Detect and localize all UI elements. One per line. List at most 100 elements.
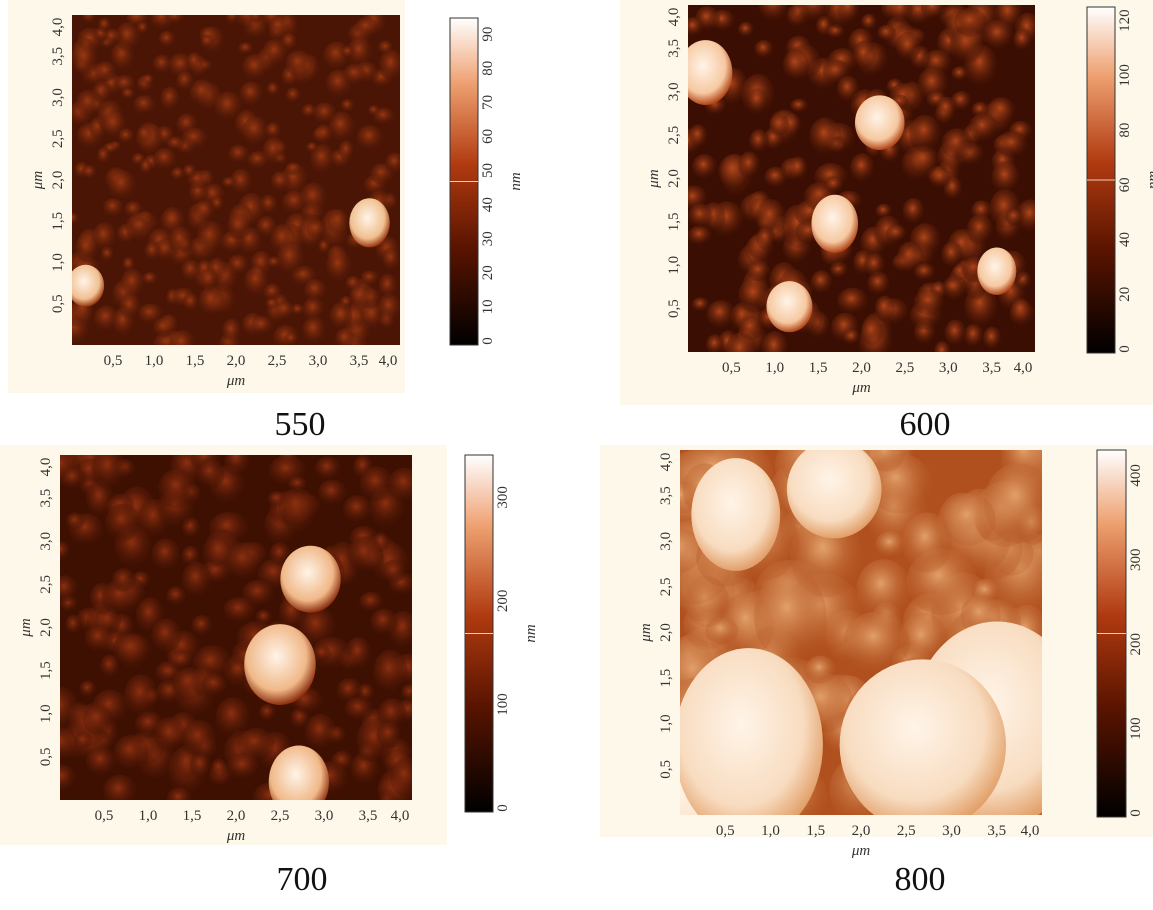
- x-tick-label: 3,5: [982, 360, 1001, 376]
- grain: [339, 140, 355, 160]
- grain: [318, 480, 347, 506]
- grain: [843, 329, 860, 345]
- grain: [300, 183, 327, 213]
- y-tick-label: 1,0: [658, 714, 674, 733]
- grain: [268, 16, 290, 38]
- grain: [183, 293, 198, 311]
- grain: [945, 320, 967, 347]
- colorbar-tick-label: 300: [495, 486, 511, 509]
- grain: [187, 52, 202, 71]
- grain: [172, 667, 206, 700]
- grain: [82, 165, 96, 179]
- grain: [706, 300, 735, 329]
- large-grain: [977, 248, 1016, 295]
- grain: [805, 656, 836, 684]
- grain: [983, 20, 1014, 50]
- colorbar-tick-label: 60: [1117, 177, 1133, 192]
- grain: [118, 128, 134, 143]
- grain: [983, 327, 1001, 351]
- grain: [861, 318, 883, 345]
- grain: [850, 153, 875, 182]
- grain: [313, 102, 336, 124]
- colorbar-tick-label: 80: [480, 61, 496, 76]
- x-tick-label: 0,5: [722, 360, 741, 376]
- grain: [251, 316, 274, 335]
- grain: [181, 720, 216, 757]
- x-tick-label: 2,5: [896, 360, 915, 376]
- grain: [119, 294, 140, 319]
- grain: [266, 298, 279, 309]
- large-grain: [244, 624, 316, 705]
- x-tick-label: 2,5: [271, 808, 290, 824]
- grain: [370, 609, 397, 636]
- x-tick-label: 1,5: [183, 808, 202, 824]
- grain: [103, 198, 124, 217]
- grain: [330, 302, 353, 330]
- grain: [222, 319, 241, 343]
- grain: [140, 159, 152, 175]
- afm-panel: 0,51,01,52,02,53,03,54,00,51,01,52,02,53…: [0, 442, 539, 898]
- grain: [896, 32, 921, 62]
- grain: [158, 469, 196, 509]
- grain: [914, 289, 945, 315]
- colorbar-tick-label: 100: [1117, 64, 1133, 87]
- x-tick-label: 1,5: [806, 823, 825, 839]
- grain: [969, 113, 998, 142]
- grain: [853, 41, 876, 69]
- grain: [211, 197, 224, 211]
- colorbar-tick-label: 70: [480, 95, 496, 110]
- y-tick-label: 4,0: [666, 8, 682, 27]
- colorbar-tick-label: 50: [480, 163, 496, 178]
- grain: [326, 250, 351, 282]
- grain: [227, 753, 259, 780]
- grain: [98, 18, 111, 32]
- grain: [228, 145, 249, 164]
- grain: [176, 71, 194, 91]
- grain: [97, 147, 110, 164]
- grain: [306, 142, 318, 153]
- grain: [271, 171, 290, 191]
- x-tick-label: 4,0: [379, 353, 398, 369]
- grain: [748, 88, 767, 112]
- grain: [875, 296, 895, 321]
- grain: [877, 25, 896, 42]
- grain: [211, 759, 228, 778]
- colorbar-tick-label: 40: [1117, 232, 1133, 247]
- grain: [262, 39, 287, 66]
- colorbar-tick-label: 0: [1128, 809, 1144, 817]
- colorbar-tick-label: 120: [1117, 9, 1133, 32]
- grain: [754, 570, 826, 662]
- y-tick-label: 4,0: [50, 18, 66, 37]
- grain: [105, 504, 140, 541]
- x-tick-label: 4,0: [1014, 360, 1033, 376]
- colorbar-tick-label: 90: [480, 27, 496, 42]
- grain: [345, 697, 374, 721]
- grain: [811, 270, 833, 294]
- grain: [153, 55, 172, 74]
- x-tick-label: 3,0: [942, 823, 961, 839]
- grain: [285, 333, 298, 344]
- y-tick-label: 3,5: [50, 47, 66, 66]
- y-tick-label: 4,0: [658, 453, 674, 472]
- afm-panel: 0,51,01,52,02,53,03,54,00,51,01,52,02,53…: [600, 411, 1153, 898]
- x-tick-label: 1,5: [809, 360, 828, 376]
- grain: [783, 49, 809, 81]
- grain: [159, 31, 176, 48]
- grain: [85, 624, 114, 652]
- grain: [171, 167, 185, 180]
- grain: [909, 115, 941, 153]
- x-tick-label: 2,0: [227, 353, 246, 369]
- grain: [875, 531, 906, 557]
- colorbar-tick-label: 30: [480, 231, 496, 246]
- grain: [267, 82, 280, 96]
- grain: [66, 512, 85, 530]
- x-tick-label: 3,0: [309, 353, 328, 369]
- x-tick-label: 2,0: [227, 808, 246, 824]
- colorbar-label: nm: [1145, 171, 1153, 190]
- x-tick-label: 1,5: [186, 353, 205, 369]
- grain: [692, 154, 717, 180]
- colorbar-label: nm: [523, 624, 539, 643]
- grain: [886, 225, 907, 242]
- colorbar-tick-label: 80: [1117, 123, 1133, 138]
- colorbar-tick-label: 0: [495, 804, 511, 812]
